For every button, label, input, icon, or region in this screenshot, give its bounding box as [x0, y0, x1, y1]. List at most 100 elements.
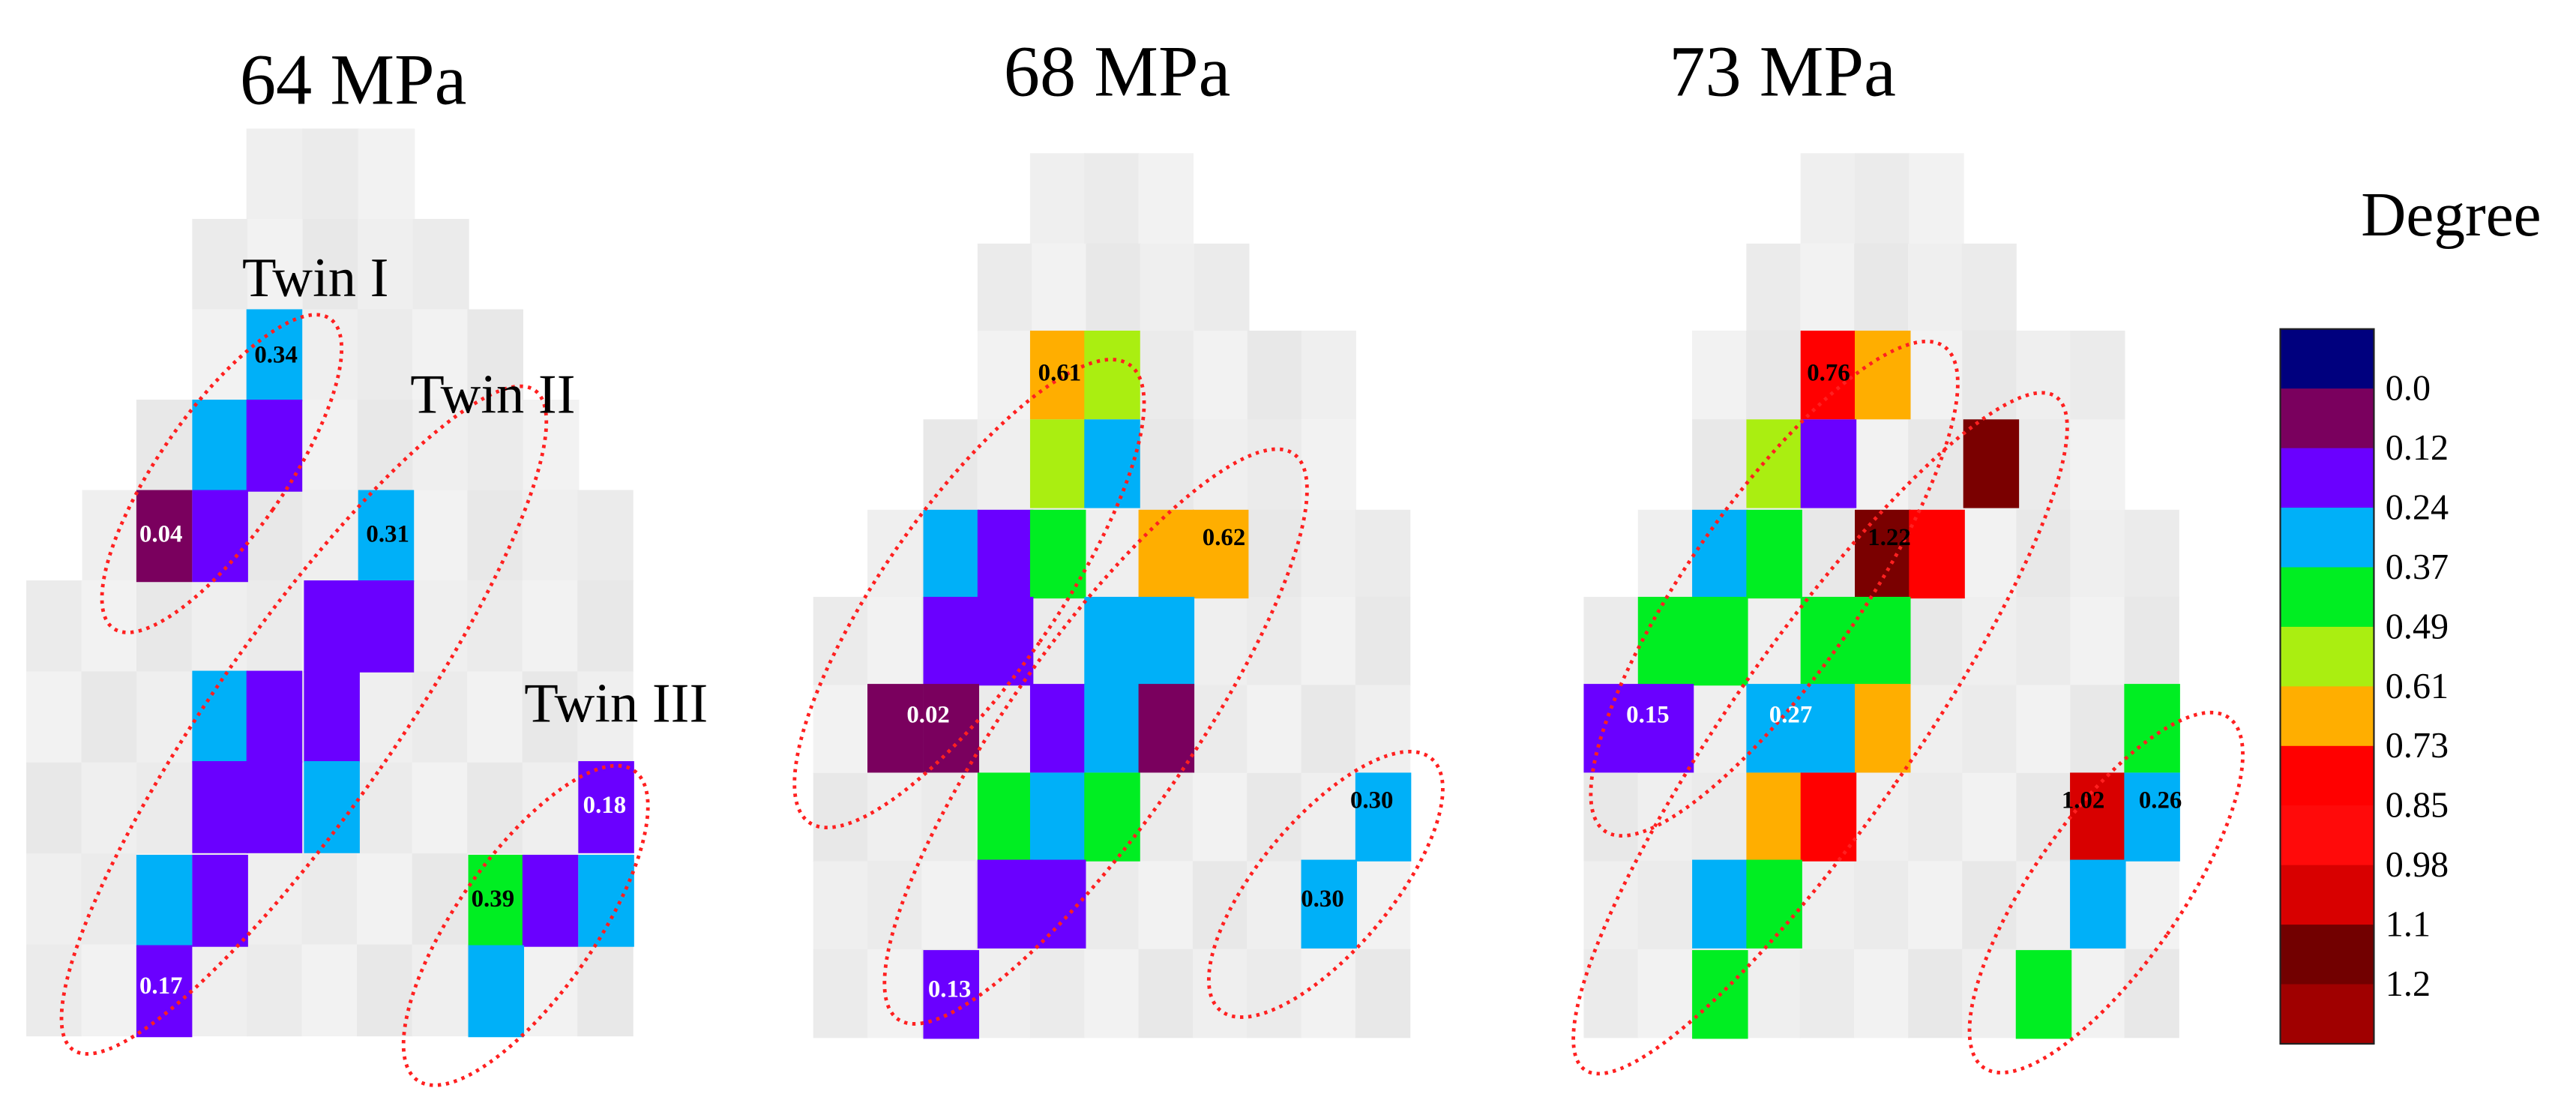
bg-cell — [921, 772, 977, 862]
colorbar-label: 0.73 — [2386, 726, 2449, 766]
color-cell — [923, 684, 980, 773]
bg-cell — [302, 218, 359, 310]
colorbar-segment — [2280, 984, 2374, 1045]
bg-cell — [977, 243, 1033, 332]
colorbar-title: Degree — [2361, 181, 2541, 250]
bg-cell — [412, 762, 469, 855]
bg-cell — [1908, 419, 1963, 511]
twin-ellipse — [1589, 339, 1960, 838]
bg-cell — [1086, 243, 1141, 332]
colorbar-segment — [2280, 745, 2374, 807]
bg-cell — [302, 490, 358, 582]
bg-cell — [1084, 949, 1140, 1039]
bg-cell — [81, 762, 138, 855]
color-cell — [1800, 419, 1857, 508]
color-cell — [1746, 684, 1802, 773]
color-cell — [1029, 509, 1086, 599]
color-cell — [1084, 684, 1140, 773]
color-cell — [1855, 684, 1911, 773]
bg-cell — [247, 944, 303, 1037]
bg-cell — [1140, 243, 1196, 332]
bg-cell — [357, 671, 413, 763]
bg-cell — [1854, 861, 1910, 950]
bg-cell — [2070, 330, 2125, 421]
twin-label: Twin II — [410, 364, 575, 426]
colorbar-segment — [2280, 448, 2374, 509]
bg-cell — [2070, 685, 2125, 774]
bg-cell — [1247, 772, 1302, 862]
colorbar-frame — [2279, 328, 2375, 1045]
bg-cell — [1355, 861, 1411, 950]
twin-ellipse — [100, 313, 344, 634]
bg-cell — [1799, 949, 1856, 1039]
color-cell — [1138, 509, 1195, 599]
color-cell — [1138, 596, 1195, 686]
bg-cell — [2016, 419, 2071, 511]
color-cell — [977, 772, 1034, 862]
bg-cell — [1962, 685, 2017, 774]
bg-cell — [1961, 243, 2017, 332]
bg-cell — [1192, 861, 1248, 950]
colored-cells — [136, 309, 2180, 1039]
bg-cell — [412, 218, 469, 310]
colorbar-label: 0.61 — [2386, 667, 2449, 706]
colorbar-segment — [2280, 865, 2374, 926]
color-cell — [1084, 419, 1140, 508]
bg-cell — [577, 671, 634, 763]
bg-cell — [1800, 509, 1856, 598]
bg-cell — [977, 419, 1032, 511]
cell-label: 0.18 — [583, 792, 627, 819]
bg-cell — [813, 596, 869, 686]
bg-cell — [1138, 153, 1194, 244]
color-cell — [358, 490, 415, 583]
bg-cell — [1301, 419, 1356, 511]
colorbar-label: 1.2 — [2386, 964, 2431, 1004]
color-cell — [1800, 330, 1857, 420]
cell-label: 0.61 — [1038, 360, 1082, 387]
color-cell — [1800, 684, 1857, 773]
bg-cell — [2070, 596, 2125, 686]
bg-cell — [1247, 509, 1302, 598]
colorbar-label: 0.0 — [2386, 369, 2431, 409]
bg-cell — [577, 490, 634, 582]
bg-cell — [1138, 861, 1194, 950]
bg-cell — [1247, 685, 1302, 774]
bg-cell — [2070, 419, 2125, 511]
cell-label: 0.15 — [1626, 701, 1670, 728]
bg-cell — [975, 949, 1032, 1039]
color-cell — [1800, 772, 1857, 862]
bg-cell — [302, 309, 358, 401]
color-cell — [1084, 772, 1140, 862]
bg-cell — [1355, 509, 1411, 598]
bg-cell — [2124, 861, 2179, 950]
color-cell — [358, 580, 415, 673]
cell-label: 1.22 — [1868, 524, 1911, 551]
cell-label: 0.39 — [472, 886, 515, 913]
bg-cell — [813, 861, 869, 950]
bg-cell — [1138, 949, 1194, 1039]
bg-cell — [522, 490, 579, 582]
color-cell — [304, 761, 360, 853]
bg-cell — [1908, 596, 1963, 686]
colorbar-segment — [2280, 567, 2374, 628]
cell-label: 0.17 — [139, 973, 183, 1000]
bg-cell — [136, 762, 193, 855]
bg-cell — [1301, 949, 1356, 1039]
color-cell — [192, 670, 248, 763]
bg-cell — [867, 509, 923, 598]
bg-cell — [1854, 243, 1910, 332]
bg-cell — [522, 762, 579, 855]
bg-cell — [1247, 596, 1302, 686]
bg-cell — [1084, 861, 1140, 950]
bg-cell — [1192, 772, 1248, 862]
bg-cell — [1909, 153, 1964, 244]
bg-cell — [467, 580, 523, 673]
bg-cell — [191, 944, 248, 1037]
color-cell — [192, 761, 248, 853]
bg-cell — [412, 309, 469, 401]
cell-label: 0.02 — [906, 701, 950, 728]
bg-cell — [577, 580, 634, 673]
bg-cell — [2124, 509, 2179, 598]
bg-cell — [1192, 949, 1248, 1039]
bg-cell — [136, 580, 193, 673]
